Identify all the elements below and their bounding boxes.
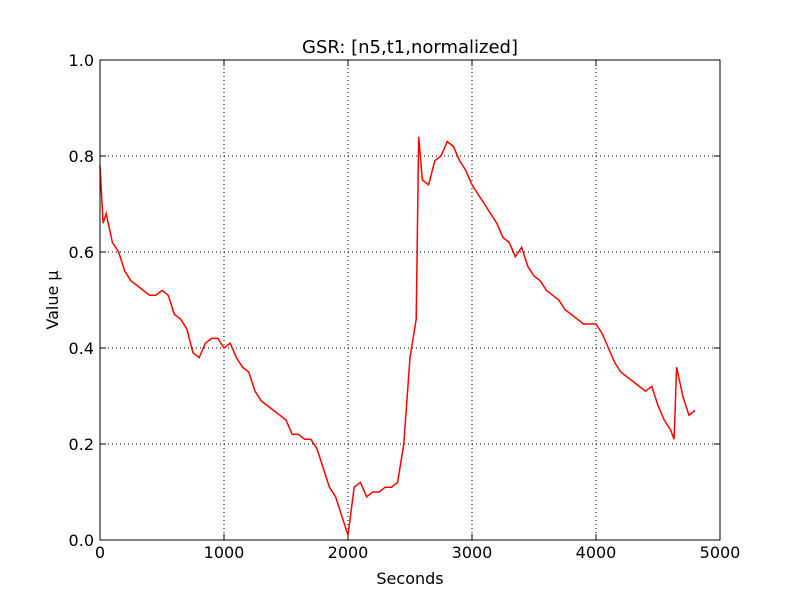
x-axis-label: Seconds: [376, 569, 443, 588]
y-tick-label: 0.8: [69, 147, 94, 166]
x-tick-label: 0: [95, 543, 105, 562]
y-tick-label: 1.0: [69, 51, 94, 70]
plot-frame: [99, 59, 721, 541]
y-tick-label: 0.2: [69, 435, 94, 454]
chart-title: GSR: [n5,t1,normalized]: [302, 37, 518, 58]
x-tick-label: 5000: [700, 543, 741, 562]
y-axis-label: Value μ: [43, 270, 62, 329]
y-tick-label: 0.6: [69, 243, 94, 262]
y-tick-label: 0.4: [69, 339, 94, 358]
y-tick-label: 0.0: [69, 531, 94, 550]
x-tick-label: 2000: [328, 543, 369, 562]
x-tick-label: 4000: [576, 543, 617, 562]
x-tick-label: 3000: [452, 543, 493, 562]
x-tick-label: 1000: [204, 543, 245, 562]
data-line: [99, 136, 696, 536]
